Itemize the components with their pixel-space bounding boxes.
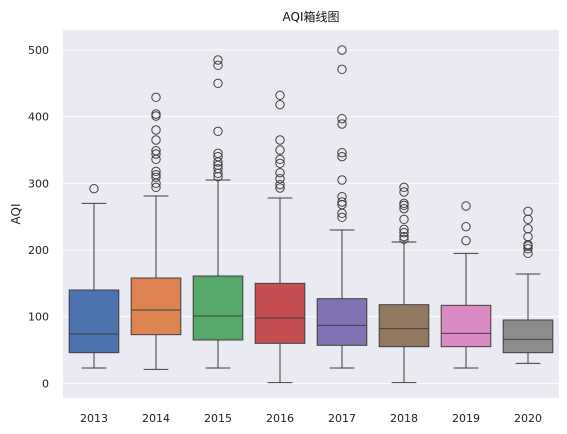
outlier-2018-3	[399, 224, 409, 235]
outlier-2017-5	[337, 175, 347, 185]
outlier-2017-6	[337, 151, 347, 162]
x-tick-labels: 2013 2014 2015 2016 2017 2018 2019 2020	[80, 412, 542, 425]
outlier-2018-8	[399, 187, 409, 197]
outlier-2017-11	[337, 45, 347, 55]
outlier-2015-9	[213, 60, 223, 71]
box-2015	[192, 55, 244, 369]
y-tick-label-500: 500	[28, 44, 49, 57]
outlier-2014-7	[151, 145, 161, 156]
box-2019	[440, 201, 492, 369]
outlier-2014-2	[151, 172, 161, 183]
outlier-2018-7	[399, 198, 409, 209]
outlier-2016-6	[275, 145, 285, 155]
iqr-box-2014	[130, 277, 182, 336]
outlier-2017-0	[337, 212, 347, 223]
box-2013	[68, 183, 120, 369]
box-2018	[378, 182, 430, 384]
outlier-2019-2	[461, 201, 471, 211]
box-2016	[254, 90, 306, 384]
x-tick-label-2017: 2017	[328, 412, 356, 425]
y-tick-label-300: 300	[28, 177, 49, 190]
outlier-2016-0	[275, 183, 285, 193]
outlier-2016-7	[275, 135, 285, 145]
outlier-2017-3	[337, 197, 347, 207]
y-tick-label-100: 100	[28, 311, 49, 324]
x-tick-label-2019: 2019	[452, 412, 480, 425]
outlier-2013-0	[89, 183, 99, 194]
outlier-2014-11	[151, 109, 161, 119]
outlier-2014-8	[151, 135, 161, 145]
x-tick-label-2016: 2016	[266, 412, 294, 425]
iqr-box-2015	[192, 275, 244, 341]
box-2020	[502, 206, 554, 364]
iqr-box-2016	[254, 282, 306, 344]
outlier-2017-8	[337, 119, 347, 129]
outlier-2017-10	[337, 64, 347, 75]
outlier-2019-1	[461, 221, 471, 232]
outlier-2016-1	[275, 179, 285, 190]
outlier-2015-10	[213, 55, 223, 65]
x-tick-label-2018: 2018	[390, 412, 418, 425]
outlier-2015-2	[213, 163, 223, 174]
outlier-2020-1	[523, 243, 533, 254]
outlier-2015-6	[213, 148, 223, 159]
outlier-2015-7	[213, 126, 223, 137]
outlier-2016-3	[275, 167, 285, 178]
outlier-2017-7	[337, 147, 347, 158]
iqr-box-2017	[316, 298, 368, 346]
x-tick-label-2014: 2014	[142, 412, 170, 425]
boxes	[68, 45, 554, 384]
y-tick-label-0: 0	[42, 377, 49, 390]
outlier-2014-0	[151, 182, 161, 193]
outlier-2018-2	[399, 227, 409, 238]
outlier-2014-9	[151, 125, 161, 135]
y-tick-label-200: 200	[28, 244, 49, 257]
outlier-2015-5	[213, 151, 223, 162]
y-tick-labels: 0 100 200 300 400 500	[28, 44, 49, 390]
outlier-2018-1	[399, 231, 409, 242]
outlier-2016-2	[275, 173, 285, 184]
outlier-2018-5	[399, 203, 409, 214]
outlier-2014-4	[151, 166, 161, 177]
iqr-box-2013	[68, 289, 120, 354]
box-2014	[130, 92, 182, 370]
y-tick-label-400: 400	[28, 111, 49, 124]
outlier-2019-0	[461, 235, 471, 246]
outlier-2020-5	[523, 223, 533, 234]
outlier-2014-3	[151, 169, 161, 180]
y-axis-title: AQI	[9, 204, 23, 225]
outlier-2016-4	[275, 158, 285, 169]
outlier-2016-5	[275, 154, 285, 165]
iqr-box-2020	[502, 319, 554, 354]
outlier-2020-7	[523, 206, 533, 217]
iqr-box-2019	[440, 304, 492, 348]
outlier-2014-12	[151, 92, 161, 103]
iqr-box-2018	[378, 304, 430, 348]
box-2017	[316, 45, 368, 369]
outlier-2015-8	[213, 78, 223, 89]
outlier-2016-8	[275, 99, 285, 110]
chart-title: AQI箱线图	[283, 9, 340, 24]
outlier-2018-0	[399, 234, 409, 245]
x-tick-label-2013: 2013	[80, 412, 108, 425]
outlier-2017-4	[337, 191, 347, 202]
outlier-2014-6	[151, 149, 161, 159]
outlier-2018-4	[399, 214, 409, 225]
x-tick-label-2015: 2015	[204, 412, 232, 425]
x-tick-label-2020: 2020	[514, 412, 542, 425]
outlier-2016-9	[275, 90, 285, 101]
outlier-2017-9	[337, 113, 347, 124]
outlier-2018-9	[399, 182, 409, 193]
